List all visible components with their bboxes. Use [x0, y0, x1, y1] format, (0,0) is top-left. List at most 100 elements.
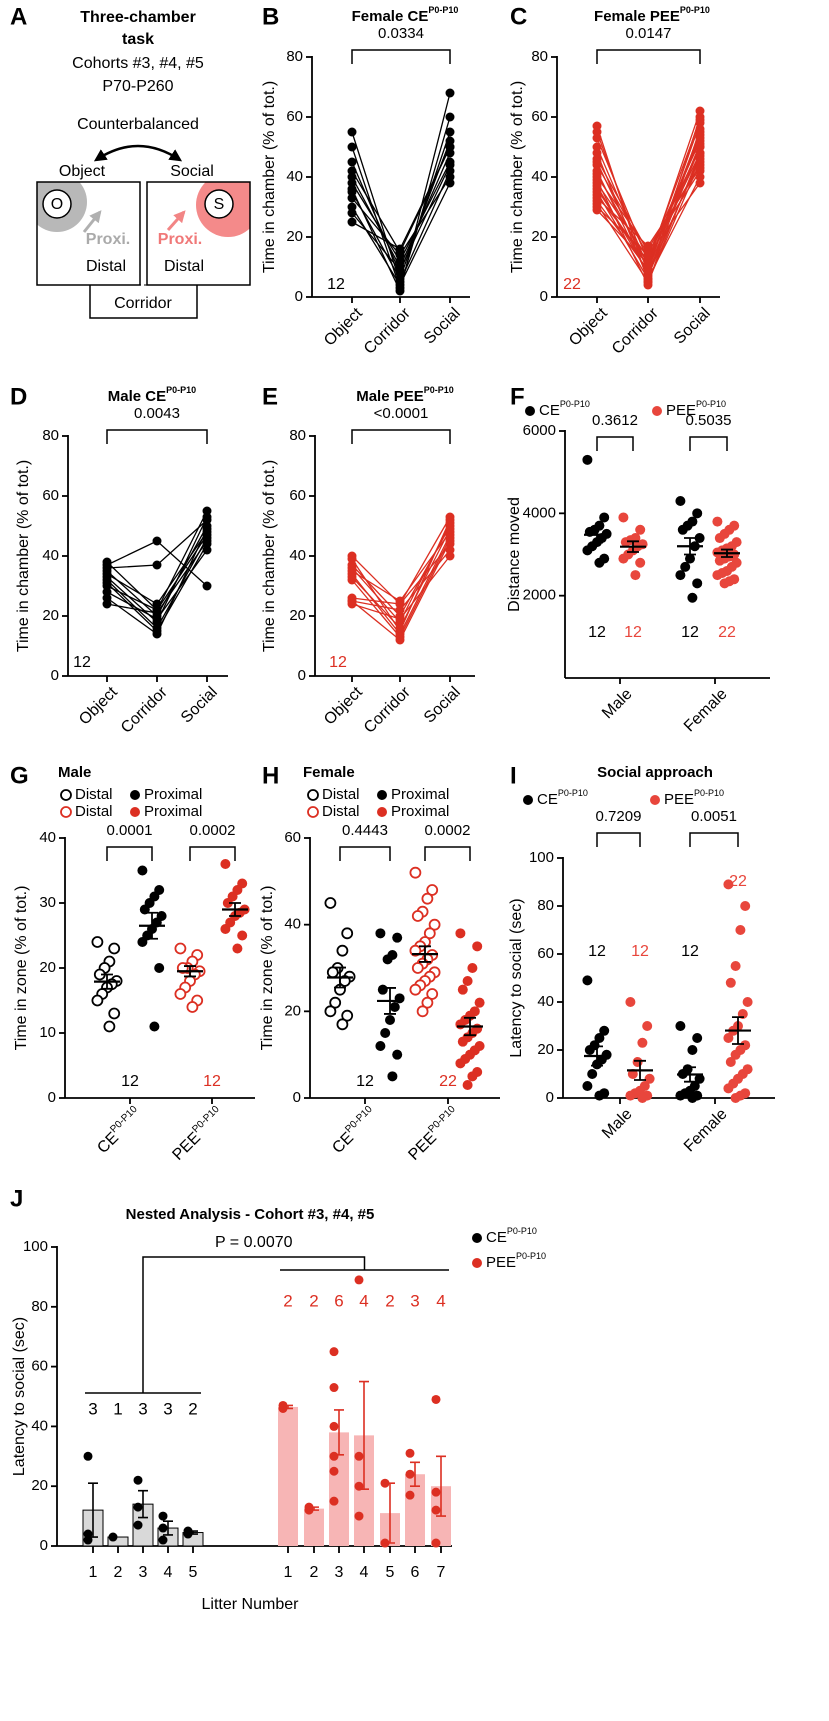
x-tick-label: Female [681, 686, 731, 736]
data-point [405, 1469, 415, 1479]
data-point [154, 963, 165, 973]
legend-marker [377, 807, 387, 817]
subject-point [592, 133, 602, 143]
chart-title-main: Nested Analysis - Cohort #3, #4, #5 [126, 1206, 375, 1223]
data-point [694, 1073, 705, 1084]
data-point [594, 1090, 605, 1101]
subject-point [395, 635, 405, 645]
data-point [582, 1081, 593, 1091]
data-point [637, 1037, 648, 1048]
data-point [455, 928, 466, 939]
data-point [692, 578, 703, 589]
p-value: <0.0001 [374, 405, 429, 422]
data-point [137, 865, 148, 876]
data-point [685, 553, 695, 564]
y-tick-label: 80 [289, 427, 306, 444]
data-point [329, 996, 342, 1009]
significance-bracket [689, 832, 739, 847]
data-point [455, 1019, 466, 1030]
data-point [635, 557, 646, 568]
data-point [91, 936, 104, 948]
legend-label-sup: P0-P10 [507, 1226, 537, 1236]
y-tick-label: 20 [284, 1002, 301, 1019]
object-cup [42, 189, 72, 219]
legend-label-main: PEE [486, 1254, 516, 1271]
subject-line [351, 146, 451, 250]
x-tick-label-sup: P0-P10 [190, 1103, 222, 1135]
data-point [428, 918, 441, 931]
data-point [375, 928, 386, 939]
data-point [411, 910, 424, 922]
data-point [354, 1275, 364, 1285]
error-bar [184, 965, 196, 978]
p-value: 0.0147 [626, 25, 672, 42]
data-point [186, 1001, 199, 1013]
y-tick-label: 80 [31, 1298, 48, 1315]
x-tick-label: Corridor [118, 683, 171, 736]
y-tick-label: 0 [48, 1089, 56, 1106]
chart-title-sup: P0-P10 [680, 5, 710, 15]
subject-point [695, 106, 705, 116]
error-bar [229, 902, 241, 917]
data-point [382, 954, 393, 965]
subject-point [202, 581, 212, 591]
diagram-text: Corridor [114, 295, 172, 312]
legend-marker [523, 795, 533, 805]
data-point [455, 1058, 466, 1069]
significance-bracket [351, 49, 451, 64]
legend-label-sup: P0-P10 [560, 399, 590, 409]
data-point [632, 1057, 643, 1067]
subject-point [643, 259, 653, 269]
y-tick-label: 4000 [523, 504, 556, 521]
chart-title: Female [303, 764, 355, 781]
subject-point [152, 608, 162, 618]
subject-point [445, 524, 455, 534]
subject-point [395, 244, 405, 254]
x-axis-label: Litter Number [202, 1596, 300, 1613]
subject-point [395, 614, 405, 624]
y-tick-label: 80 [286, 48, 303, 65]
legend-label-main: Proximal [391, 803, 449, 820]
legend-label: Proximal [144, 803, 202, 820]
data-point [354, 1511, 364, 1521]
subject-point [152, 629, 162, 639]
legend-label-main: Distal [322, 786, 360, 803]
n-label: 12 [588, 624, 606, 641]
chart-title: Nested Analysis - Cohort #3, #4, #5 [126, 1206, 375, 1223]
data-point [133, 1502, 143, 1512]
error-bar [684, 1066, 696, 1083]
subject-point [347, 208, 357, 218]
data-point [457, 1036, 468, 1047]
data-point [389, 1002, 400, 1012]
y-tick-label: 0 [51, 667, 59, 684]
subject-point [202, 536, 212, 546]
y-tick-label: 60 [286, 108, 303, 125]
chart-title-sup: P0-P10 [166, 385, 196, 395]
n-label: 12 [681, 624, 699, 641]
y-tick-label: 100 [23, 1238, 48, 1255]
x-tick-label: 1 [89, 1564, 98, 1581]
x-tick-label: Male [599, 686, 636, 723]
data-point [387, 1071, 398, 1082]
x-tick-label: 4 [360, 1564, 369, 1581]
data-point [680, 561, 691, 572]
y-tick-label: 40 [537, 993, 554, 1010]
legend-label: PEEP0-P10 [666, 399, 726, 419]
legend-label-main: Distal [322, 803, 360, 820]
error-bar [283, 1404, 293, 1410]
legend-label: Proximal [391, 803, 449, 820]
n-label: 12 [121, 1073, 139, 1090]
diagram-text: Proxi. [86, 231, 130, 248]
data-point [719, 578, 730, 589]
data-point [742, 997, 753, 1007]
n-label: 3 [138, 1399, 147, 1418]
n-label: 12 [588, 943, 606, 960]
error-bar [436, 1455, 446, 1517]
x-tick-label: 5 [386, 1564, 395, 1581]
error-bar [146, 911, 158, 940]
legend-label: PEEP0-P10 [664, 788, 724, 808]
x-tick-label-main: Male [599, 686, 636, 723]
legend-label: PEEP0-P10 [486, 1251, 546, 1271]
data-point [158, 1535, 168, 1545]
